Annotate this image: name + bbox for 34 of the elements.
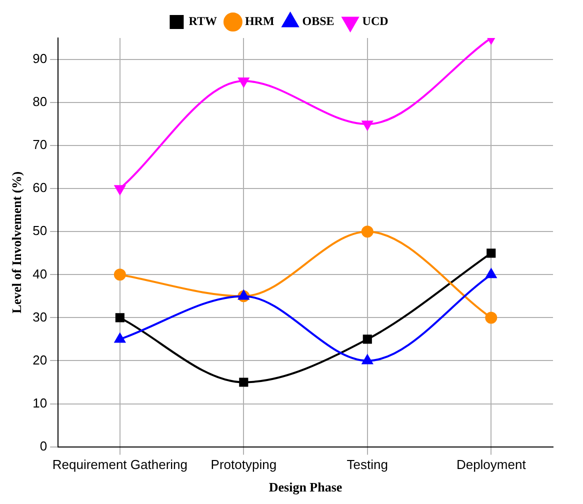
x-tick-label: Requirement Gathering <box>52 457 188 472</box>
point <box>362 120 373 130</box>
point <box>486 268 496 278</box>
y-tick-label: 70 <box>32 137 48 152</box>
point <box>239 378 248 387</box>
point <box>114 185 126 195</box>
point <box>362 354 373 364</box>
legend-label: HRM <box>244 14 274 28</box>
legend-label: OBSE <box>302 14 334 28</box>
y-tick-label: 90 <box>32 51 48 66</box>
point <box>115 313 124 322</box>
x-axis-title: Design Phase <box>268 480 342 495</box>
y-tick-label: 80 <box>32 94 48 110</box>
x-tick-label: Testing <box>346 457 388 472</box>
y-tick-label: 20 <box>32 352 48 368</box>
x-tick-label: Deployment <box>456 457 526 472</box>
y-axis-title: Level of Involvement (%) <box>9 171 24 314</box>
y-tick-label: 50 <box>32 223 48 238</box>
y-tick-label: 30 <box>32 309 48 324</box>
point <box>486 248 496 258</box>
y-tick-label: 10 <box>32 395 48 410</box>
legend-label: UCD <box>362 14 389 28</box>
point <box>114 333 126 343</box>
point <box>362 334 372 344</box>
y-tick-label: 60 <box>32 180 48 196</box>
y-tick-label: 0 <box>40 438 48 454</box>
point <box>114 268 126 281</box>
point <box>485 312 498 324</box>
y-tick-label: 40 <box>32 266 48 282</box>
point <box>238 78 249 88</box>
legend-label: RTW <box>188 14 217 28</box>
point <box>238 290 249 300</box>
x-tick-label: Prototyping <box>210 457 277 472</box>
point <box>361 226 374 238</box>
